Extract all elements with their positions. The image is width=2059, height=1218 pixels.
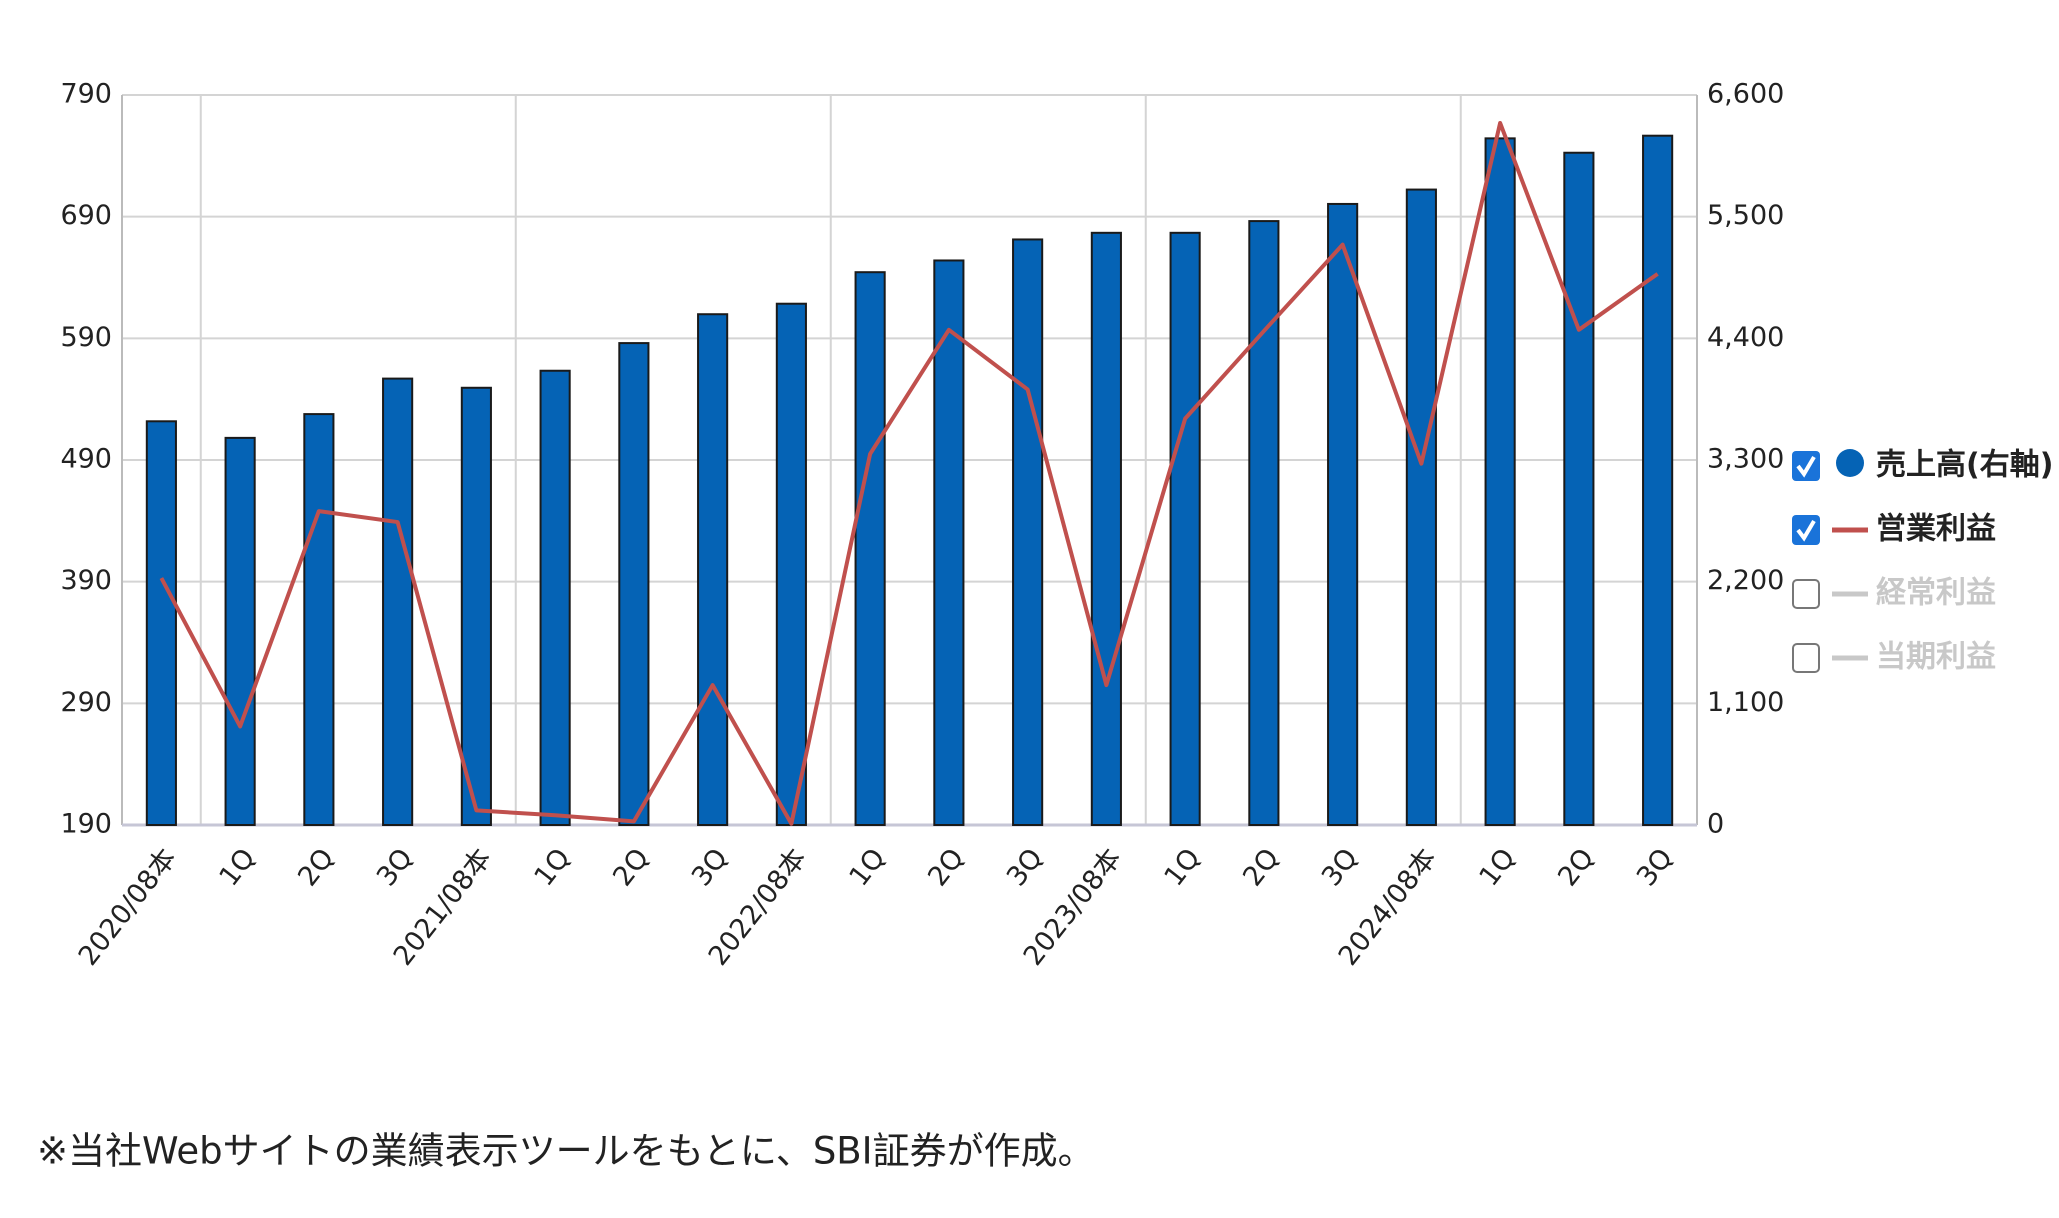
y-tick-label: 190 [60, 809, 112, 840]
legend-checkbox [1792, 579, 1820, 609]
legend-label: 売上高(右軸) [1876, 448, 2053, 483]
bar [1484, 137, 1516, 826]
line [159, 120, 1659, 826]
y2-tick-label: 2,200 [1707, 565, 1784, 596]
x-tick-label: 1Q [843, 843, 891, 892]
y2-tick-label: 6,600 [1707, 79, 1784, 110]
x-tick-label: 1Q [528, 843, 576, 892]
y-tick-label: 690 [60, 200, 112, 231]
bar [1090, 231, 1122, 827]
y-tick-label: 390 [60, 565, 112, 596]
bar [1563, 151, 1595, 826]
bar [539, 369, 571, 826]
x-tick-label: 1Q [1158, 843, 1206, 892]
legend-item[interactable]: 経常利益 [1792, 576, 1996, 611]
bar [697, 313, 729, 826]
bar [933, 259, 965, 826]
legend-checkbox [1792, 515, 1820, 545]
legend-marker [1836, 449, 1864, 477]
legend-label: 営業利益 [1876, 512, 1996, 547]
x-tick-label: 1Q [213, 843, 261, 892]
x-tick-label: 2Q [607, 843, 655, 892]
bar [1405, 188, 1437, 826]
x-tick-label: 2020/08本 [73, 843, 183, 972]
legend-label: 当期利益 [1876, 640, 1996, 675]
y2-tick-label: 3,300 [1707, 444, 1784, 475]
bar [224, 436, 256, 826]
x-tick-label: 2Q [292, 843, 340, 892]
bar [303, 413, 335, 826]
legend-item[interactable]: 営業利益 [1792, 512, 1996, 547]
bar [1248, 220, 1280, 827]
legend-item[interactable]: 売上高(右軸) [1792, 448, 2053, 483]
x-tick-label: 2Q [1552, 843, 1600, 892]
legend-item[interactable]: 当期利益 [1792, 640, 1996, 675]
x-tick-label: 3Q [1001, 843, 1049, 892]
x-tick-label: 3Q [686, 843, 734, 892]
bar [460, 386, 492, 826]
bar [145, 420, 177, 826]
legend-checkbox [1792, 451, 1820, 481]
y2-tick-label: 1,100 [1707, 687, 1784, 718]
x-tick-label: 2Q [1237, 843, 1285, 892]
y2-tick-label: 5,500 [1707, 200, 1784, 231]
x-tick-label: 1Q [1473, 843, 1521, 892]
x-tick-label: 3Q [1631, 843, 1679, 892]
y2-tick-label: 4,400 [1707, 322, 1784, 353]
bar [1169, 231, 1201, 827]
x-tick-label: 3Q [1316, 843, 1364, 892]
y2-tick-label: 0 [1707, 809, 1724, 840]
x-tick-label: 3Q [371, 843, 419, 892]
y-tick-label: 790 [60, 79, 112, 110]
bar [1642, 134, 1674, 827]
bar [1327, 202, 1359, 827]
legend-check [1796, 519, 1816, 542]
bar [775, 302, 807, 826]
y-tick-label: 490 [60, 444, 112, 475]
bar [854, 271, 886, 826]
y-tick-label: 590 [60, 322, 112, 353]
legend-label: 経常利益 [1876, 576, 1996, 611]
bar [382, 377, 414, 826]
y-tick-label: 290 [60, 687, 112, 718]
legend-check [1796, 455, 1816, 478]
bar [1012, 238, 1044, 826]
bar [618, 342, 650, 826]
x-tick-label: 2Q [922, 843, 970, 892]
legend-checkbox [1792, 643, 1820, 673]
footnote: ※当社Webサイトの業績表示ツールをもとに、SBI証券が作成。 [37, 1130, 1095, 1173]
